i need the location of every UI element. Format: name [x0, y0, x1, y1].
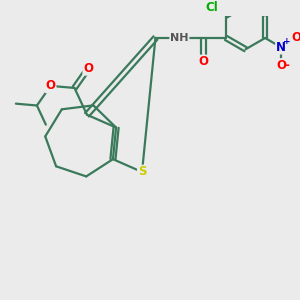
- Text: O: O: [276, 59, 286, 72]
- Text: O: O: [83, 62, 93, 75]
- Text: +: +: [283, 37, 290, 46]
- Text: N: N: [276, 41, 286, 54]
- Text: O: O: [198, 56, 208, 68]
- Text: O: O: [292, 32, 300, 44]
- Text: NH: NH: [170, 33, 189, 43]
- Text: Cl: Cl: [205, 1, 218, 13]
- Text: S: S: [138, 166, 146, 178]
- Text: O: O: [46, 80, 56, 92]
- Text: -: -: [284, 59, 289, 72]
